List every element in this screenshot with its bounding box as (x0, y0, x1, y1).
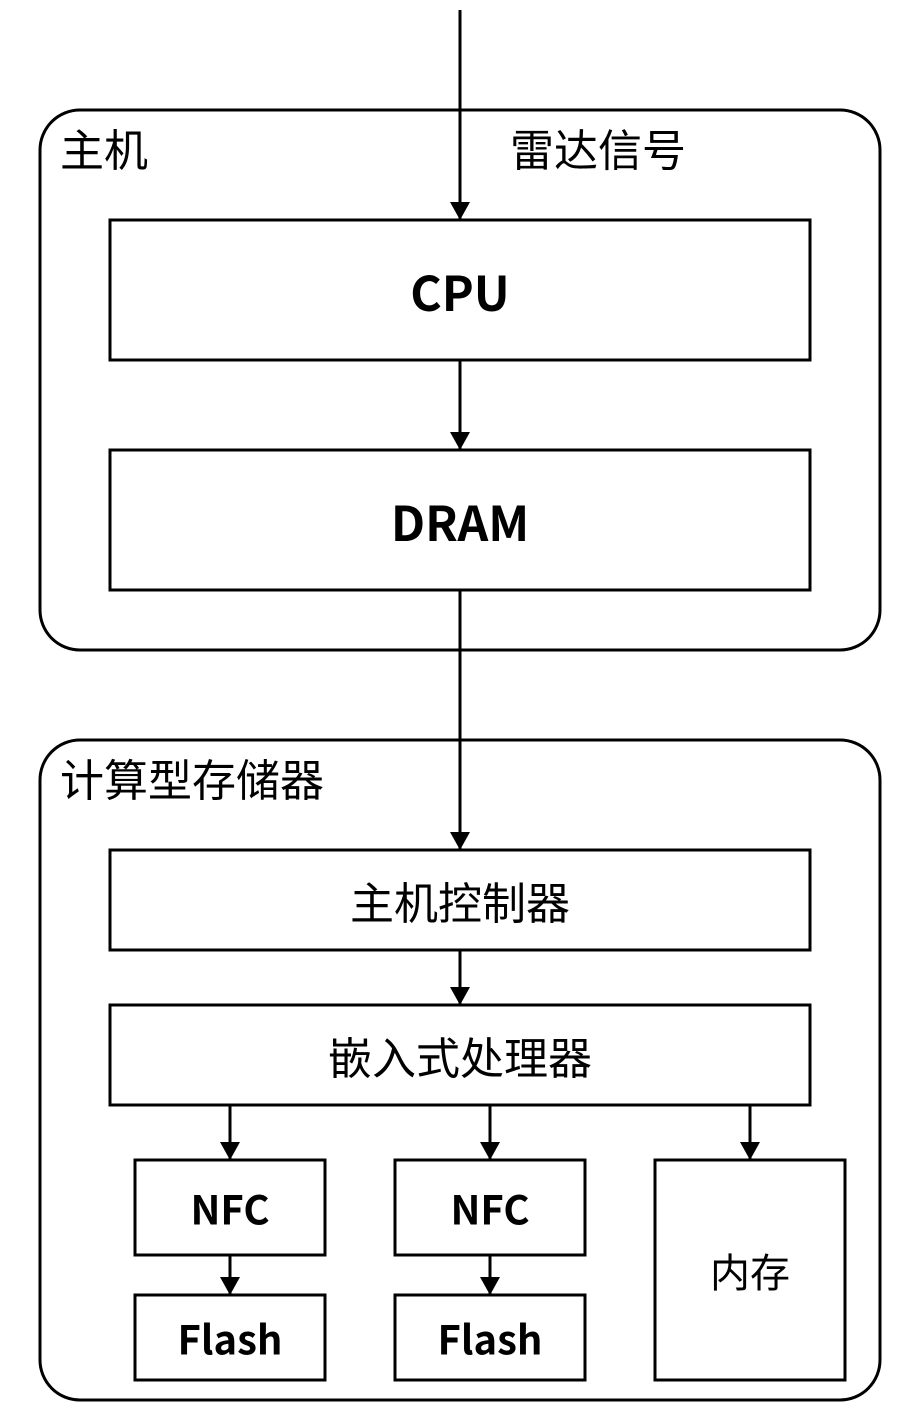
box-label-hostctrl: 主机控制器 (350, 868, 570, 932)
label-radar: 雷达信号 (510, 115, 686, 179)
box-hostctrl: 主机控制器 (110, 850, 810, 950)
box-label-embproc: 嵌入式处理器 (328, 1023, 592, 1087)
container-label-host: 主机 (60, 115, 148, 179)
box-label-cpu: CPU (410, 255, 509, 325)
box-label-dram: DRAM (391, 485, 529, 555)
architecture-diagram: 主机计算型存储器 雷达信号 CPU DRAM 主机控制器嵌入式处理器 NFC NFC 内存 Fl… (0, 0, 921, 1427)
box-label-nfc1: NFC (190, 1179, 269, 1237)
box-embproc: 嵌入式处理器 (110, 1005, 810, 1105)
box-nfc2: NFC (395, 1160, 585, 1255)
box-flash1: Flash (135, 1295, 325, 1380)
box-flash2: Flash (395, 1295, 585, 1380)
box-dram: DRAM (110, 450, 810, 590)
box-nfc1: NFC (135, 1160, 325, 1255)
box-mem: 内存 (655, 1160, 845, 1380)
container-label-storage: 计算型存储器 (60, 745, 324, 809)
box-label-flash2: Flash (437, 1309, 542, 1367)
box-label-mem: 内存 (710, 1241, 790, 1299)
box-label-nfc2: NFC (450, 1179, 529, 1237)
box-cpu: CPU (110, 220, 810, 360)
box-label-flash1: Flash (177, 1309, 282, 1367)
